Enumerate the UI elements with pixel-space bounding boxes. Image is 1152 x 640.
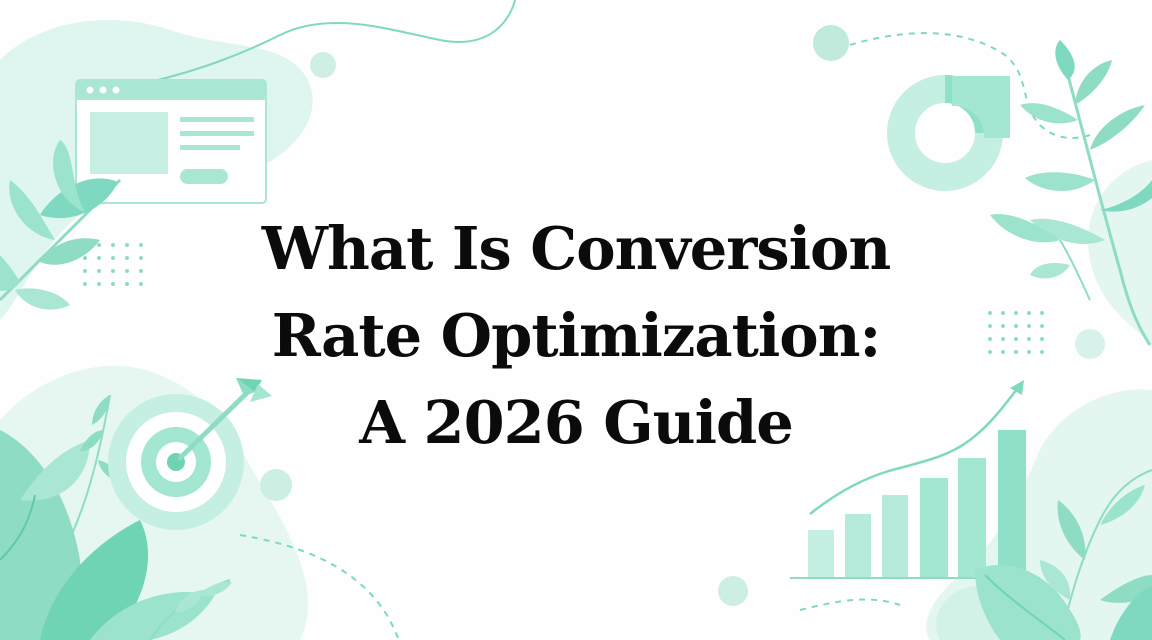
dot-circle xyxy=(310,52,336,78)
title-line-1: What Is Conversion xyxy=(261,214,892,283)
leaf-branch xyxy=(0,140,122,310)
leaf-branch xyxy=(990,40,1152,346)
browser-window-icon xyxy=(75,79,267,204)
title-line-3: A 2026 Guide xyxy=(359,388,794,457)
dot-grid xyxy=(83,243,143,286)
page-title: What Is Conversion Rate Optimization: A … xyxy=(176,205,976,466)
dot-circle xyxy=(813,25,849,61)
dot-circle xyxy=(1075,329,1105,359)
arrow-icon xyxy=(177,378,272,461)
curve-line-top xyxy=(149,0,516,83)
dashed-line-bottom-right xyxy=(799,598,901,611)
dashed-line-top-right xyxy=(849,32,1091,139)
title-line-2: Rate Optimization: xyxy=(271,301,882,370)
leaf-branch xyxy=(975,469,1152,640)
dot-circle xyxy=(718,576,748,606)
dot-grid xyxy=(988,311,1044,354)
donut-chart-icon xyxy=(887,75,1010,191)
dot-circle xyxy=(260,469,292,501)
